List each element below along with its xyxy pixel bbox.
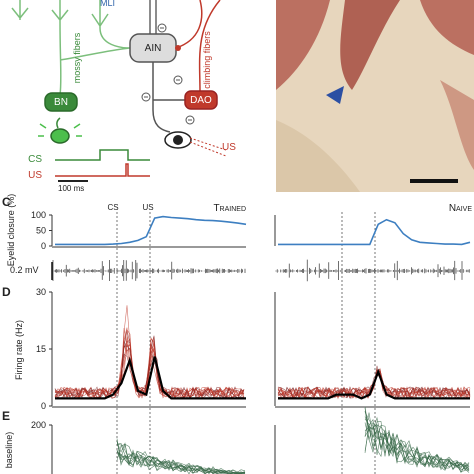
ratio-trace: [364, 416, 470, 471]
us-label: US: [28, 170, 42, 181]
y-tick-label: 0: [41, 401, 46, 411]
bn-label: BN: [54, 97, 68, 108]
y-tick-label: 15: [36, 344, 46, 354]
y-tick-label: 30: [36, 287, 46, 297]
circuit-diagram: [11, 0, 227, 182]
histology-image: [276, 0, 474, 192]
ain-label: AIN: [145, 43, 162, 54]
climbing-label: climbing fibers: [202, 31, 212, 89]
mossy-label: mossy fibers: [72, 32, 82, 83]
us-eye-label: US: [222, 142, 236, 153]
line-trace: [55, 356, 246, 400]
line-trace: [278, 368, 470, 400]
trained-label: Trained: [213, 203, 246, 214]
y-tick-label: 200: [31, 420, 46, 430]
ratio-trace: [116, 443, 246, 474]
line-trace: [278, 218, 471, 246]
cs-label: CS: [28, 154, 42, 165]
y-tick-label: 100: [31, 210, 46, 220]
naive-label: Naive: [449, 203, 473, 214]
ratio-trace: [364, 426, 470, 470]
individual-trace: [54, 327, 245, 399]
panel-letter: C: [2, 195, 11, 209]
y-tick-label: 0: [41, 241, 46, 251]
scale-label: 0.2 mV: [10, 265, 39, 275]
ratio-trace: [364, 411, 470, 469]
individual-trace: [277, 369, 471, 400]
line-trace: [55, 215, 247, 246]
ratio-trace: [364, 406, 470, 470]
y-axis-label: baseline): [4, 432, 14, 469]
spike-trace: [275, 259, 470, 282]
ratio-trace: [116, 451, 246, 474]
time-scale-label: 100 ms: [58, 184, 84, 193]
y-axis-label: Firing rate (Hz): [14, 320, 24, 380]
individual-trace: [54, 342, 245, 400]
y-tick-label: 50: [36, 226, 46, 236]
dao-label: DAO: [190, 95, 212, 106]
inhibition-symbols: [141, 23, 195, 125]
ratio-trace: [364, 418, 470, 473]
us-marker-label: US: [142, 203, 153, 212]
individual-trace: [278, 371, 471, 399]
ratio-trace: [364, 418, 470, 474]
y-axis-label: Eyelid closure (%): [6, 194, 16, 267]
panel-letter: E: [2, 409, 10, 423]
panel-letter: D: [2, 285, 11, 299]
cs-marker-label: CS: [107, 203, 118, 212]
mli-label: MLI: [100, 0, 115, 8]
spike-trace: [52, 259, 246, 281]
